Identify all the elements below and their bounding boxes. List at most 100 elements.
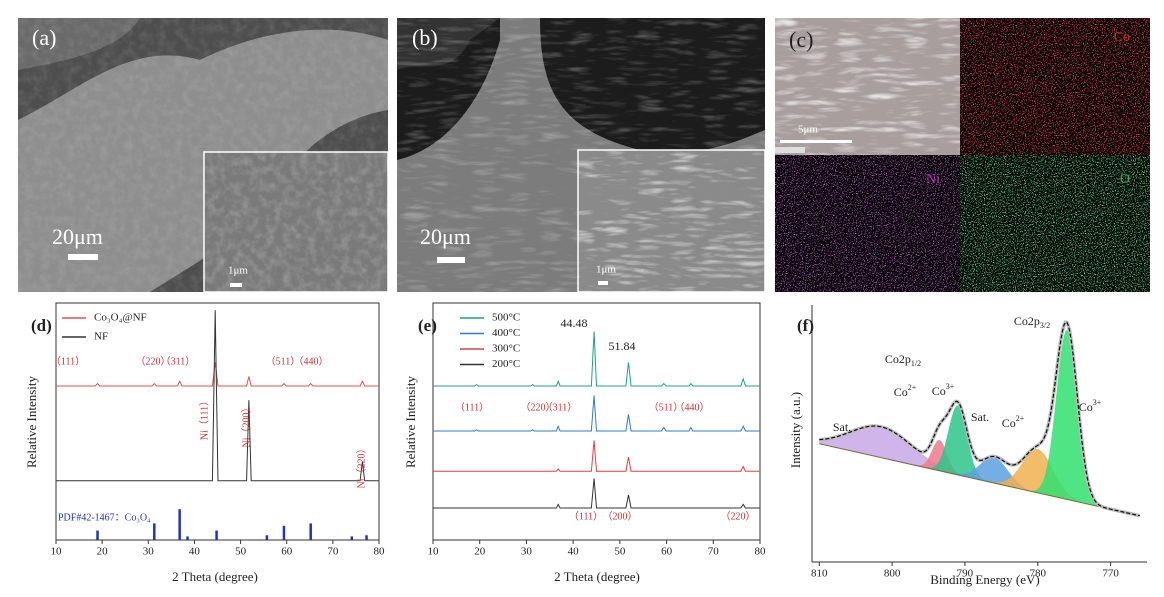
x-tick-label: 80 bbox=[374, 546, 386, 558]
x-tick-label: 30 bbox=[521, 546, 533, 558]
peak-label-sup: 3+ bbox=[1093, 398, 1102, 407]
annotation: （220） bbox=[136, 355, 171, 367]
legend-label: 400°C bbox=[492, 327, 520, 339]
x-tick-label: 50 bbox=[614, 546, 626, 558]
annotation: （111） bbox=[51, 355, 85, 367]
x-tick-label: 40 bbox=[189, 546, 201, 558]
annotation: （440） bbox=[294, 355, 329, 367]
panel-label: (d) bbox=[31, 316, 52, 335]
peak-label: Co2p1/2 bbox=[885, 352, 921, 368]
peak-label-main: Sat. bbox=[971, 410, 989, 424]
x-tick-label: 60 bbox=[281, 546, 293, 558]
x-tick-label: 30 bbox=[143, 546, 155, 558]
peak-label-sup: 2+ bbox=[908, 383, 917, 392]
x-tick-label: 10 bbox=[51, 546, 63, 558]
peak-label-main: Co2p bbox=[885, 352, 911, 366]
peak-label-main: Co bbox=[894, 385, 908, 399]
peak-label: Co2p3/2 bbox=[1014, 314, 1050, 330]
peak-label: Sat. bbox=[971, 410, 989, 424]
peak-label-main: Co bbox=[932, 384, 946, 398]
x-axis-label: 2 Theta (degree) bbox=[172, 569, 258, 584]
map-label: O bbox=[1120, 172, 1130, 187]
annotation: Ni（200） bbox=[240, 403, 252, 448]
x-axis-label: 2 Theta (degree) bbox=[554, 569, 640, 584]
xrd-line bbox=[433, 440, 760, 472]
map-label: Ni bbox=[926, 172, 940, 187]
fit-component bbox=[819, 329, 1140, 516]
xrd-line bbox=[433, 478, 760, 509]
peak-label-sub: 1/2 bbox=[911, 359, 921, 368]
inset-scale-bar-label: 1μm bbox=[596, 264, 616, 276]
legend-label: 300°C bbox=[492, 343, 520, 355]
x-tick-label: 800 bbox=[884, 568, 901, 580]
annotation: 51.84 bbox=[609, 339, 636, 353]
plot-frame bbox=[432, 302, 761, 541]
x-axis-label: Binding Energy (eV) bbox=[930, 572, 1040, 587]
x-tick-label: 70 bbox=[708, 546, 720, 558]
annotation: （511） bbox=[266, 355, 301, 367]
annotation: 44.48 bbox=[561, 316, 588, 330]
map-label: Co bbox=[1114, 30, 1130, 45]
panel-label: (b) bbox=[412, 25, 438, 50]
panel-label: (f) bbox=[797, 316, 814, 335]
xrd-line bbox=[433, 395, 760, 432]
annotation: （511） bbox=[649, 401, 684, 413]
x-tick-label: 10 bbox=[428, 546, 440, 558]
x-tick-label: 40 bbox=[568, 546, 580, 558]
scale-bar-label: 5μm bbox=[798, 124, 818, 136]
annotation: （200） bbox=[603, 510, 638, 522]
peak-label-main: Sat. bbox=[833, 420, 851, 434]
annotation: （111） bbox=[455, 401, 489, 413]
y-axis-label: Intensity (a.u.) bbox=[788, 392, 803, 468]
reference-label: PDF#42-1467：Co₃O₄ bbox=[58, 512, 151, 523]
annotation: （311） bbox=[543, 401, 578, 413]
peak-label-sup: 2+ bbox=[1016, 414, 1025, 423]
legend-label: NF bbox=[94, 331, 108, 343]
annotation: （311） bbox=[161, 355, 196, 367]
annotation: Ni（111） bbox=[198, 396, 210, 440]
legend-label: 200°C bbox=[492, 358, 520, 370]
scale-bar-label: 20μm bbox=[420, 224, 471, 249]
annotation: （220） bbox=[521, 401, 556, 413]
inset-scale-bar-label: 1μm bbox=[228, 265, 248, 277]
legend-label: Co₃O₄@NF bbox=[94, 312, 147, 324]
sem-image-b: (b) 20μm 1μm bbox=[397, 18, 766, 293]
peak-label-sub: 3/2 bbox=[1040, 321, 1050, 330]
x-tick-label: 790 bbox=[957, 568, 974, 580]
peak-label-sup: 3+ bbox=[946, 382, 955, 391]
peak-label-main: Co bbox=[1079, 400, 1093, 414]
peak-label: Co3+ bbox=[1079, 398, 1102, 414]
legend-label: 500°C bbox=[492, 312, 520, 324]
x-tick-label: 20 bbox=[97, 546, 109, 558]
annotation: （440） bbox=[675, 401, 710, 413]
peak-label: Co2+ bbox=[1002, 414, 1025, 430]
panel-label: (a) bbox=[32, 25, 56, 50]
y-axis-label: Relative Intensity bbox=[403, 375, 418, 468]
fit-component bbox=[819, 426, 1140, 516]
peak-label: Co2+ bbox=[894, 383, 917, 399]
y-axis-label: Relative Intensity bbox=[24, 375, 39, 468]
peak-label-main: Co bbox=[1002, 416, 1016, 430]
fit-envelope bbox=[819, 321, 1140, 517]
annotation: （220） bbox=[721, 510, 756, 522]
x-tick-label: 770 bbox=[1102, 568, 1119, 580]
sem-image-a: (a) 20μm 1μm bbox=[18, 18, 389, 293]
xrd-line bbox=[56, 310, 379, 482]
x-tick-label: 20 bbox=[474, 546, 486, 558]
annotation: （111） bbox=[569, 510, 603, 522]
annotation: Ni（220） bbox=[355, 444, 367, 489]
x-tick-label: 780 bbox=[1030, 568, 1047, 580]
panel-label: (c) bbox=[789, 27, 813, 52]
panel-label: (e) bbox=[418, 316, 437, 335]
scale-bar-label: 20μm bbox=[52, 224, 103, 249]
peak-label: Co3+ bbox=[932, 382, 955, 398]
xrd-line bbox=[433, 331, 760, 387]
x-tick-label: 50 bbox=[235, 546, 247, 558]
x-tick-label: 60 bbox=[661, 546, 673, 558]
peak-label-main: Co2p bbox=[1014, 314, 1040, 328]
x-tick-label: 70 bbox=[327, 546, 339, 558]
x-tick-label: 80 bbox=[755, 546, 767, 558]
background-line bbox=[819, 443, 1140, 517]
xrd-line bbox=[56, 362, 379, 387]
